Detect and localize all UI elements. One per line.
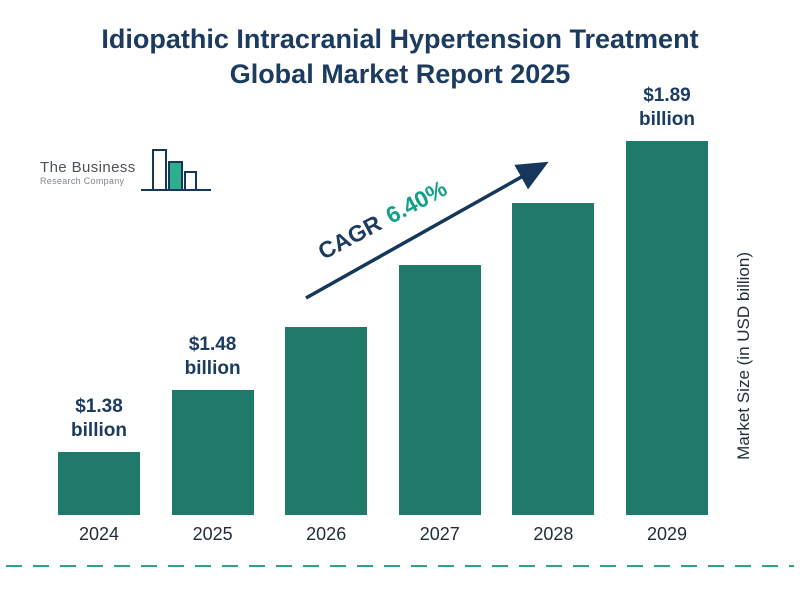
bar-group: $1.89 billion 2029 [625,84,708,545]
bottom-dashed-line [6,565,794,567]
x-tick-label: 2026 [306,524,347,544]
y-axis-label: Market Size (in USD billion) [734,252,753,460]
cagr-arrow [305,161,549,300]
x-tick-label: 2028 [533,524,574,544]
company-logo: The Business Research Company [40,146,213,198]
bar-group: 2028 [512,203,595,545]
bar [285,327,368,515]
logo-text-line-2: Research Company [40,175,125,186]
x-tick-label: 2025 [192,524,233,544]
title-line-2: Global Market Report 2025 [229,59,571,90]
bar [58,452,140,515]
page-title: Idiopathic Intracranial Hypertension Tre… [0,22,800,92]
bar-value-label: $1.38 billion [71,395,127,442]
bar [625,141,708,515]
bar [398,265,481,515]
x-tick-label: 2024 [78,524,120,544]
bar-chart: $1.38 billion 2024 $1.48 billion 2025 2026 2027… [58,84,708,545]
bar-group: 2026 [285,327,368,545]
bar-group: $1.48 billion 2025 [171,333,254,545]
bar-group: 2027 [398,265,481,545]
logo-text-line-1: The Business [40,158,136,176]
bar [171,390,254,515]
bar-value-label: $1.48 billion [184,333,241,380]
logo-bar-chart-icon [140,149,211,191]
bar [512,203,595,515]
x-tick-label: 2027 [419,524,460,544]
bar-group: $1.38 billion 2024 [58,395,140,545]
logo-text: The Business Research Company [40,159,136,186]
x-tick-label: 2029 [646,524,687,544]
title-line-1: Idiopathic Intracranial Hypertension Tre… [101,24,699,54]
bar-value-label: $1.89 billion [639,84,695,131]
